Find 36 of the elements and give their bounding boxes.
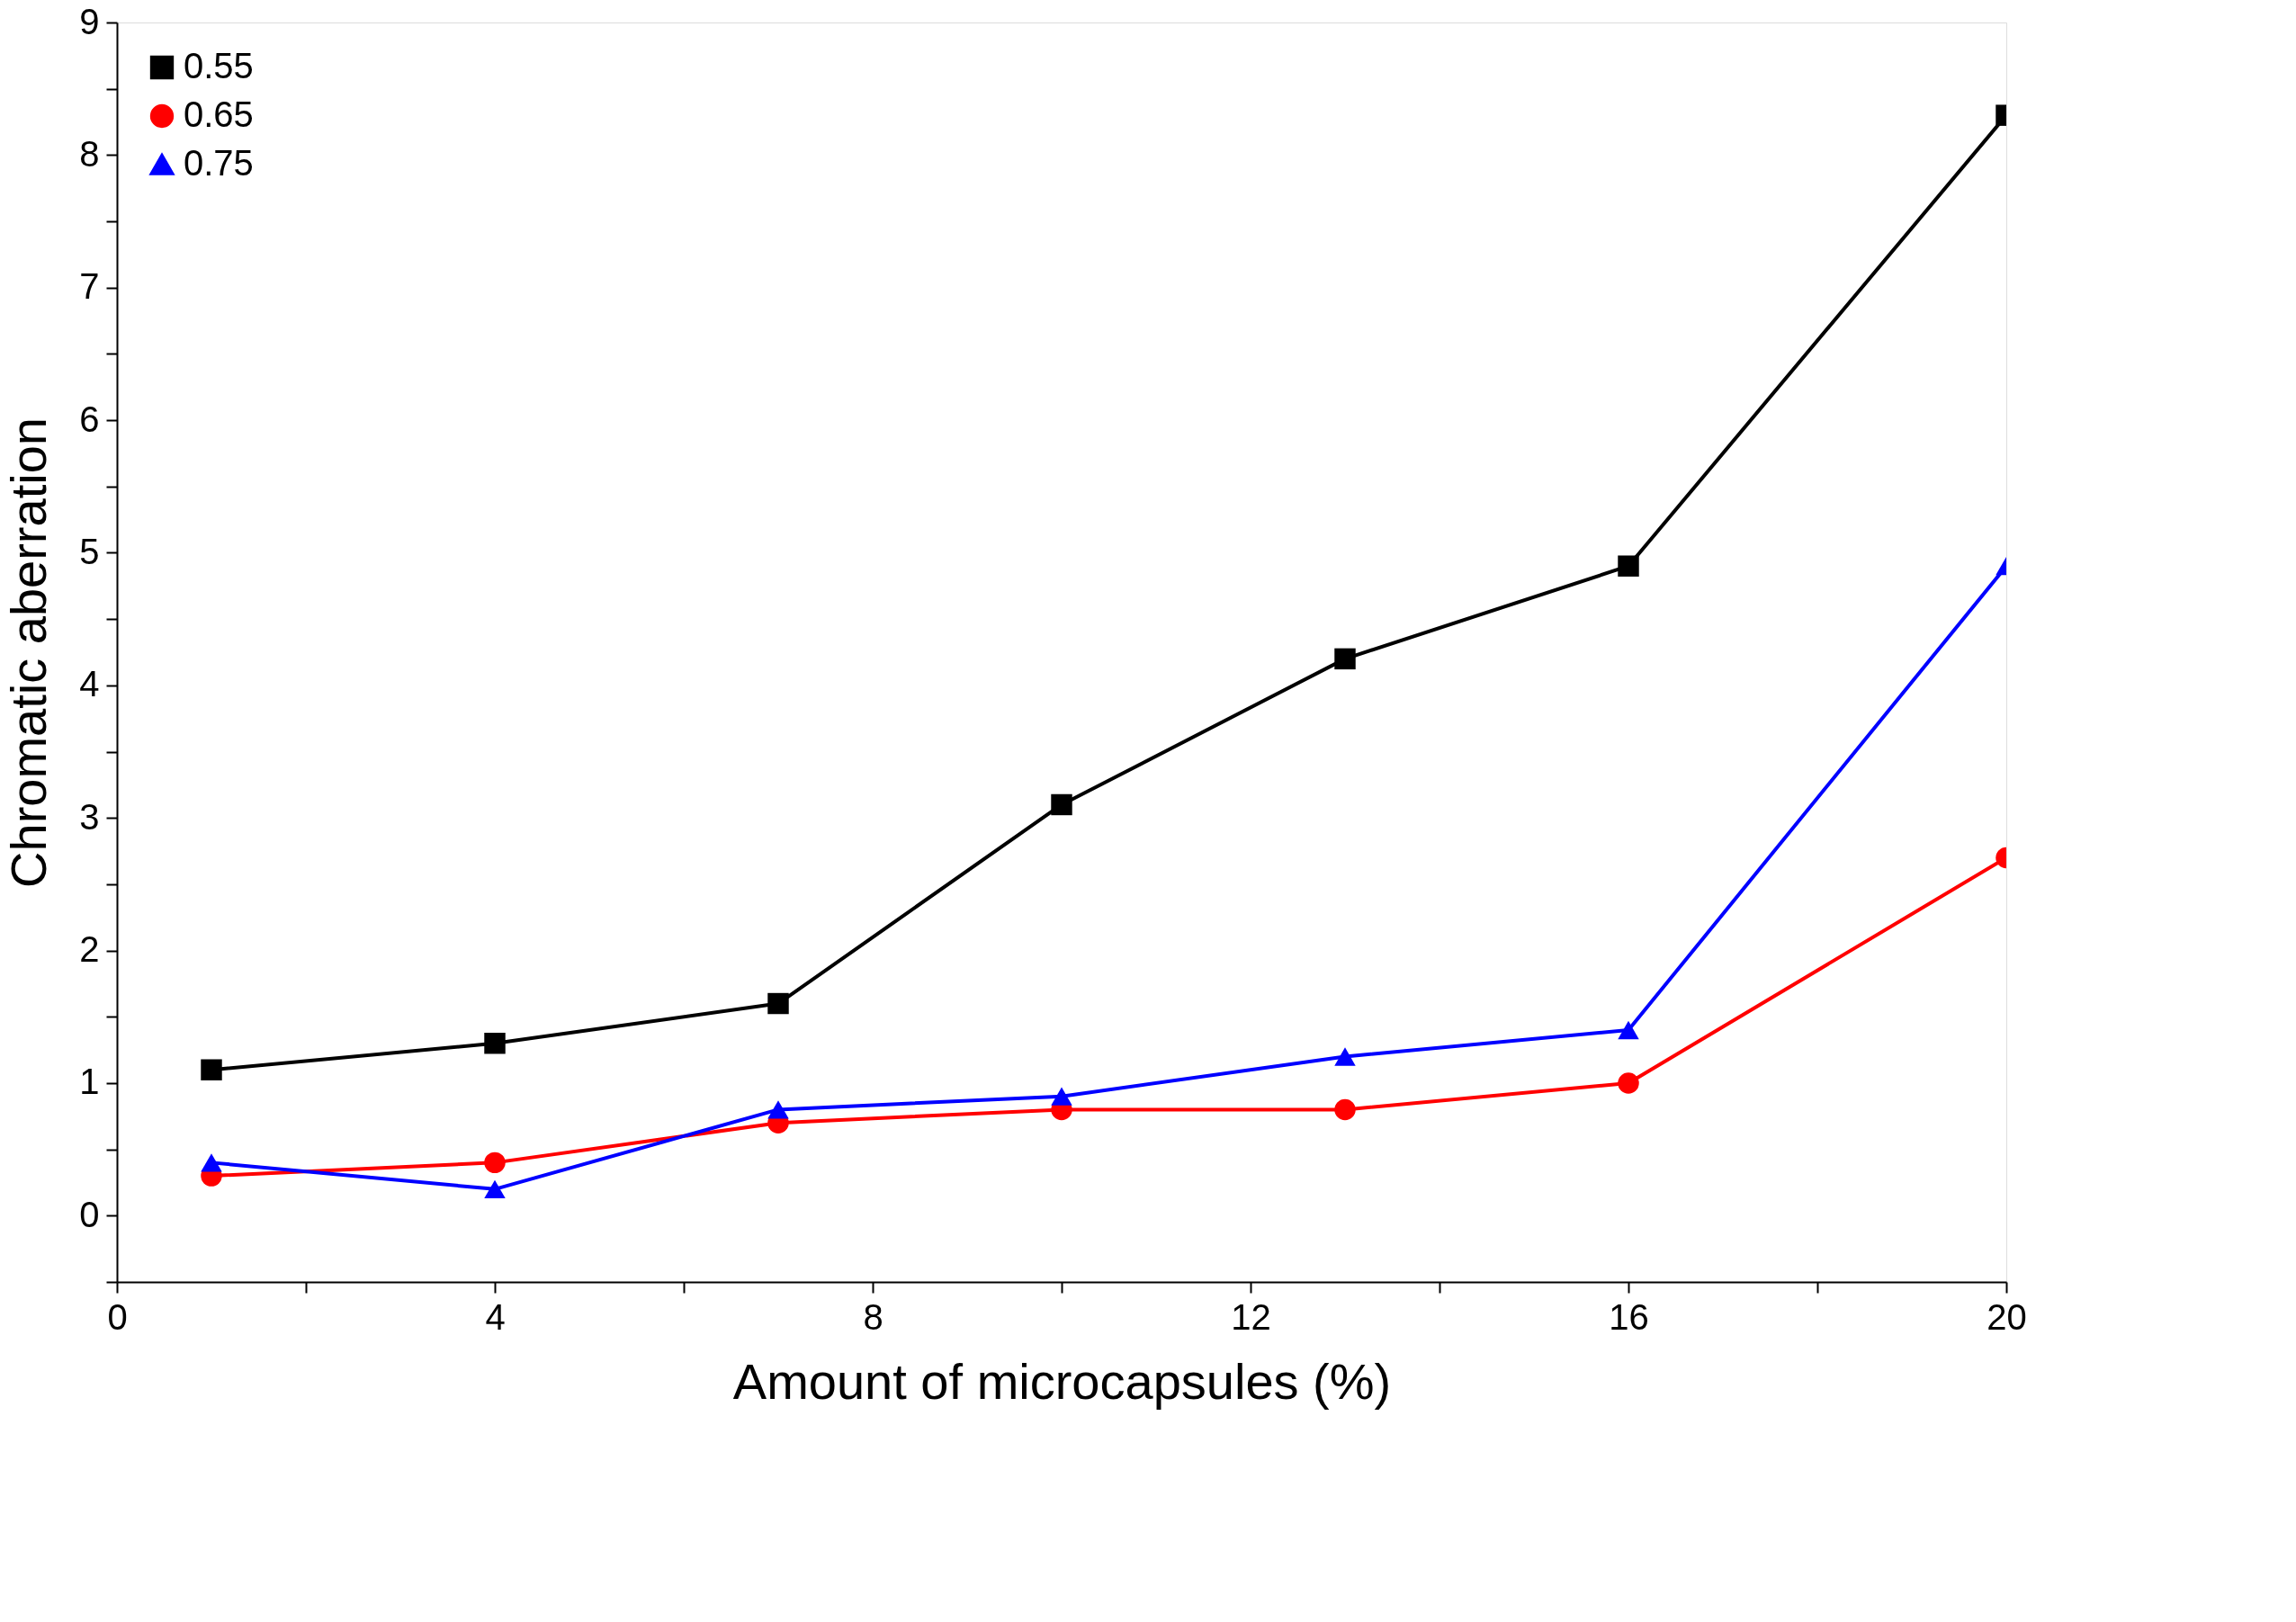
point bbox=[484, 1033, 506, 1054]
point bbox=[1618, 555, 1639, 577]
point bbox=[201, 1059, 222, 1080]
point bbox=[1051, 793, 1072, 816]
point bbox=[767, 992, 789, 1015]
x-tick-label: 20 bbox=[1987, 1296, 2027, 1337]
y-tick-label: 1 bbox=[79, 1062, 100, 1102]
y-tick-label: 7 bbox=[79, 266, 100, 307]
x-tick-label: 8 bbox=[863, 1296, 883, 1337]
y-tick-label: 3 bbox=[79, 796, 100, 837]
point bbox=[484, 1152, 506, 1174]
legend-label: 0.75 bbox=[184, 143, 254, 183]
y-tick-label: 6 bbox=[79, 399, 100, 439]
point bbox=[1334, 648, 1356, 670]
y-tick-label: 5 bbox=[79, 531, 100, 571]
point bbox=[1334, 1098, 1356, 1121]
legend-label: 0.55 bbox=[184, 46, 254, 85]
x-tick-label: 16 bbox=[1609, 1296, 1649, 1337]
x-axis-title: Amount of microcapsules (%) bbox=[732, 1352, 1392, 1410]
point bbox=[1051, 1087, 1072, 1106]
point bbox=[767, 1100, 789, 1119]
point bbox=[1334, 1047, 1356, 1066]
y-tick-label: 2 bbox=[79, 929, 100, 970]
y-axis-title: Chromatic aberration bbox=[0, 417, 58, 888]
y-tick-label: 8 bbox=[79, 133, 100, 174]
y-tick-label: 0 bbox=[79, 1194, 100, 1234]
point bbox=[201, 1153, 222, 1172]
x-tick-label: 4 bbox=[485, 1296, 506, 1337]
y-tick-label: 4 bbox=[79, 664, 100, 704]
x-tick-label: 0 bbox=[107, 1296, 128, 1337]
point bbox=[1618, 1072, 1639, 1094]
point bbox=[1618, 1020, 1639, 1040]
x-tick-label: 12 bbox=[1231, 1296, 1271, 1337]
y-tick-label: 9 bbox=[79, 1, 100, 41]
legend-label: 0.65 bbox=[184, 94, 254, 134]
point bbox=[484, 1179, 506, 1198]
